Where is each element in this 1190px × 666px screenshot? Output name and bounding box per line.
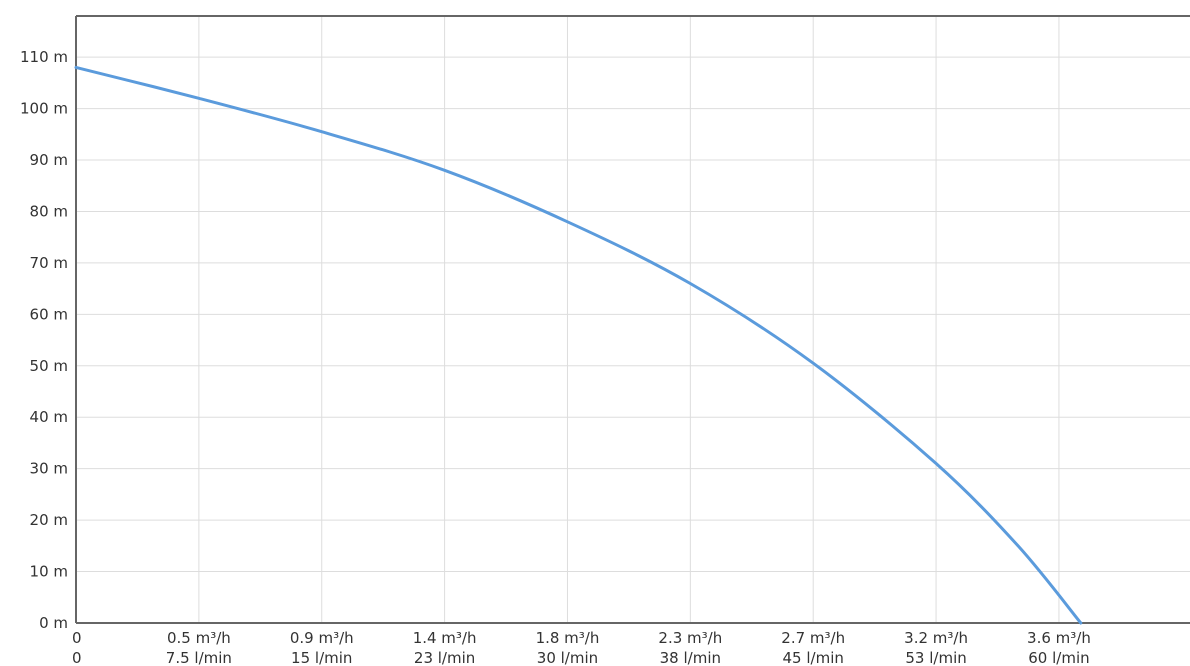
x-tick-label-lmin: 38 l/min [660, 649, 721, 666]
x-tick-label-m3h: 0 [72, 629, 82, 647]
x-tick-label-m3h: 1.8 m³/h [536, 629, 600, 647]
series-layer [74, 65, 1083, 625]
x-tick-label-m3h: 2.3 m³/h [658, 629, 722, 647]
x-tick-label-m3h: 3.2 m³/h [904, 629, 968, 647]
x-tick-label-lmin: 23 l/min [414, 649, 475, 666]
x-tick-label-lmin: 15 l/min [291, 649, 352, 666]
x-tick-label-lmin: 45 l/min [783, 649, 844, 666]
x-tick-label-lmin: 60 l/min [1028, 649, 1089, 666]
x-tick-label-lmin: 7.5 l/min [166, 649, 232, 666]
x-tick-label-m3h: 0.5 m³/h [167, 629, 231, 647]
y-tick-label: 60 m [30, 305, 68, 323]
x-tick-label-lmin: 53 l/min [905, 649, 966, 666]
x-tick-label-lmin: 0 [72, 649, 82, 666]
y-tick-label: 110 m [20, 48, 68, 66]
series-line-pump-curve [74, 65, 1083, 625]
x-tick-label-m3h: 2.7 m³/h [781, 629, 845, 647]
axis-layer [75, 15, 1190, 624]
y-tick-label: 0 m [39, 614, 68, 632]
y-tick-label: 40 m [30, 408, 68, 426]
x-tick-labels: 0 0 0.5 m³/h 7.5 l/min 0.9 m³/h 15 l/min 1.4 m… [72, 629, 1091, 666]
y-tick-label: 90 m [30, 151, 68, 169]
x-tick-label-m3h: 0.9 m³/h [290, 629, 354, 647]
y-tick-label: 70 m [30, 254, 68, 272]
y-tick-label: 50 m [30, 357, 68, 375]
y-tick-labels: 0 m 10 m 20 m 30 m 40 m 50 m 60 m 70 m 80 m 90 m 1… [20, 48, 68, 632]
x-tick-label-m3h: 3.6 m³/h [1027, 629, 1091, 647]
y-tick-label: 30 m [30, 460, 68, 478]
y-tick-label: 80 m [30, 202, 68, 220]
x-tick-label-lmin: 30 l/min [537, 649, 598, 666]
x-tick-label-m3h: 1.4 m³/h [413, 629, 477, 647]
y-tick-label: 20 m [30, 511, 68, 529]
grid-layer [76, 16, 1190, 623]
y-tick-label: 10 m [30, 563, 68, 581]
y-tick-label: 100 m [20, 100, 68, 118]
